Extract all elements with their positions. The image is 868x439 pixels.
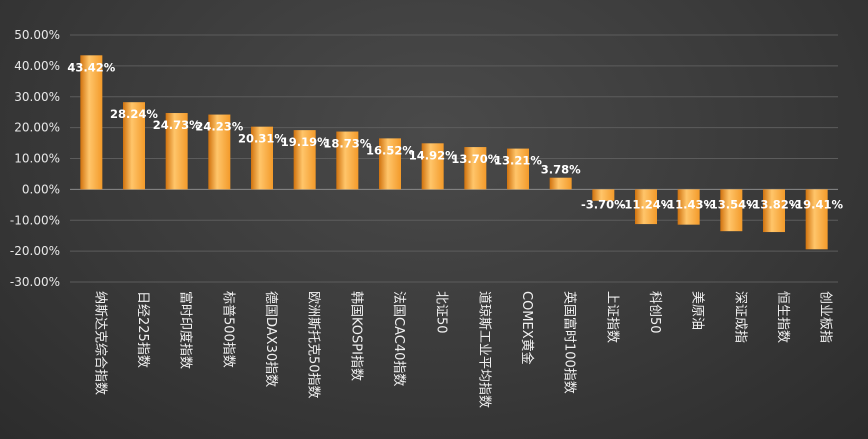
bar [208, 114, 231, 190]
category-label: 科创50 [647, 291, 662, 334]
bar [507, 148, 529, 190]
data-label: 28.24% [110, 107, 158, 121]
category-label: 日经225指数 [135, 291, 150, 368]
y-tick-label: 40.00% [14, 59, 60, 73]
data-labels: 43.42% 28.24%24.73%24.23%20.31%19.19%18.7… [67, 60, 843, 211]
bar [805, 189, 828, 250]
bar [464, 147, 487, 190]
category-label: 韩国KOSPI指数 [348, 291, 363, 381]
bar [677, 189, 700, 225]
data-label: 3.78% [541, 163, 581, 177]
category-label: 英国富时100指数 [562, 291, 578, 394]
data-label: 13.70% [451, 152, 499, 166]
y-tick-label: 30.00% [14, 90, 60, 104]
data-label: 18.73% [323, 137, 371, 151]
category-label: 德国DAX30指数 [263, 291, 278, 387]
data-label: -19.41% [790, 197, 843, 211]
bar [379, 138, 401, 190]
category-label: COMEX黄金 [519, 291, 535, 365]
category-label: 欧洲斯托克50指数 [306, 291, 321, 399]
category-label: 法国CAC40指数 [391, 291, 406, 386]
bar [123, 102, 145, 190]
data-label: 24.23% [195, 120, 243, 134]
y-tick-label: 20.00% [14, 121, 60, 135]
category-label: 上证指数 [604, 291, 619, 343]
bar [165, 113, 188, 190]
category-label: 深证成指 [732, 291, 747, 343]
y-axis: 50.00% 40.00% 30.00% 20.00% 10.00% 0.00% -10.0… [10, 28, 60, 289]
gridlines [70, 34, 838, 283]
bar [635, 189, 657, 225]
bar [720, 189, 743, 232]
bar [336, 131, 359, 190]
y-tick-label: -20.00% [10, 244, 60, 258]
data-label: 13.21% [494, 154, 542, 168]
bars [80, 55, 828, 250]
bar [251, 126, 273, 190]
data-label: -13.82% [748, 197, 801, 211]
bar [80, 55, 103, 190]
category-label: 标普500指数 [220, 291, 235, 368]
bar [763, 189, 785, 233]
data-label: -13.54% [705, 197, 758, 211]
data-label: 16.52% [366, 143, 414, 157]
data-label: 20.31% [238, 132, 286, 146]
category-label: 纳斯达克综合指数 [92, 291, 107, 395]
bar [592, 189, 615, 201]
data-label: 24.73% [153, 118, 201, 132]
y-tick-label: 10.00% [14, 152, 60, 166]
bar [549, 177, 572, 190]
category-label: 恒生指数 [775, 291, 790, 343]
data-label: 43.42% [67, 60, 115, 74]
bar [293, 130, 316, 190]
category-label: 富时印度指数 [178, 291, 194, 369]
category-label: 美原油 [690, 291, 705, 330]
y-tick-label: 50.00% [14, 28, 60, 42]
category-label: 道琼斯工业平均指数 [476, 291, 491, 408]
data-label: -11.24% [620, 197, 673, 211]
bar [421, 143, 444, 190]
data-label: 19.19% [281, 135, 329, 149]
category-label: 北证50 [434, 291, 449, 334]
y-tick-label: 0.00% [22, 182, 60, 196]
x-axis: 纳斯达克综合指数 日经225指数 富时印度指数 标普500指数 德国DAX30指数 欧洲斯… [92, 291, 832, 408]
data-label: -3.70% [581, 197, 626, 211]
data-label: -11.43% [662, 197, 715, 211]
y-tick-label: -10.00% [10, 213, 60, 227]
data-label: 14.92% [409, 148, 457, 162]
y-tick-label: -30.00% [10, 275, 60, 289]
category-label: 创业板指 [818, 291, 833, 343]
